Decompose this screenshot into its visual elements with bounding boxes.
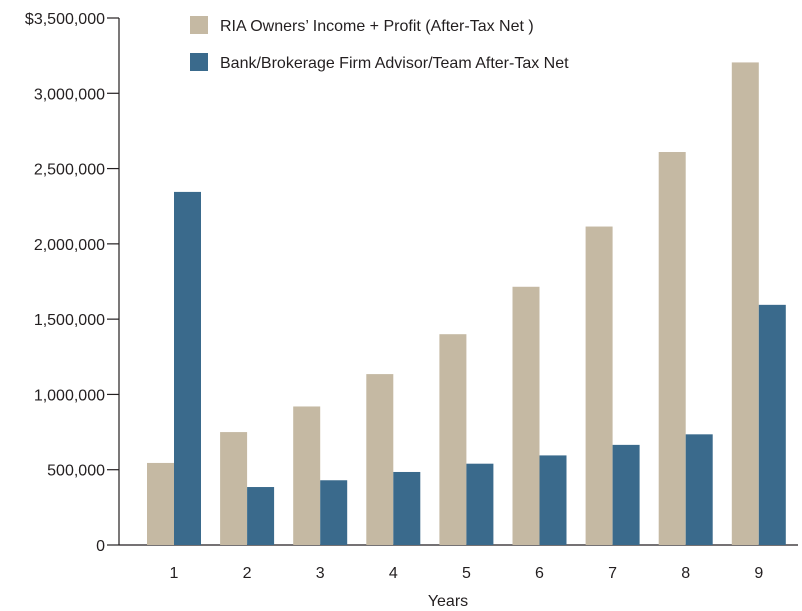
x-tick-label: 4 — [389, 565, 398, 582]
bank-bar — [320, 480, 348, 545]
bank-bar — [466, 463, 494, 545]
ria-bar — [293, 406, 321, 545]
legend-swatch — [190, 16, 208, 34]
category-group — [731, 62, 786, 545]
category-group — [147, 191, 201, 545]
ria-bar — [512, 286, 540, 545]
category-group — [439, 334, 494, 545]
y-tick-label: $3,500,000 — [25, 11, 105, 28]
legend-item: RIA Owners’ Income + Profit (After-Tax N… — [190, 16, 534, 35]
ria-bar — [439, 334, 467, 545]
category-group — [220, 432, 275, 545]
x-tick-label: 6 — [535, 565, 544, 582]
y-tick-label: 1,500,000 — [34, 312, 105, 329]
bank-bar — [758, 304, 786, 545]
y-tick-label: 1,000,000 — [34, 387, 105, 404]
y-tick-label: 2,500,000 — [34, 162, 105, 179]
y-tick-label: 500,000 — [47, 463, 105, 480]
bars — [147, 62, 786, 545]
category-group — [512, 286, 567, 545]
x-axis-title: Years — [428, 593, 468, 610]
ria-bar — [366, 374, 394, 545]
bank-bar — [539, 455, 567, 545]
legend-label: Bank/Brokerage Firm Advisor/Team After-T… — [220, 55, 569, 72]
x-tick-label: 8 — [681, 565, 690, 582]
y-tick-label: 2,000,000 — [34, 237, 105, 254]
y-tick-label: 3,000,000 — [34, 86, 105, 103]
legend-item: Bank/Brokerage Firm Advisor/Team After-T… — [190, 53, 569, 72]
bank-bar — [612, 444, 640, 545]
x-tick-label: 5 — [462, 565, 471, 582]
y-axis: 0 500,000 1,000,000 1,500,000 2,000,000 2,500… — [25, 11, 120, 555]
ria-bar — [731, 62, 759, 545]
legend: RIA Owners’ Income + Profit (After-Tax N… — [190, 16, 569, 72]
x-tick-label: 9 — [754, 565, 763, 582]
legend-label: RIA Owners’ Income + Profit (After-Tax N… — [220, 18, 534, 35]
ria-bar — [658, 152, 686, 545]
category-group — [658, 152, 713, 545]
x-tick-label: 3 — [316, 565, 325, 582]
x-tick-label: 2 — [243, 565, 252, 582]
bank-bar — [685, 434, 713, 545]
ria-bar — [147, 462, 174, 545]
bank-bar — [393, 471, 421, 545]
y-tick-label: 0 — [96, 538, 105, 555]
x-tick-label: 7 — [608, 565, 617, 582]
bank-bar — [247, 487, 275, 545]
legend-swatch — [190, 53, 208, 71]
x-tick-label: 1 — [170, 565, 179, 582]
category-group — [366, 374, 421, 545]
ria-bar — [220, 432, 248, 545]
category-group — [585, 226, 640, 545]
category-group — [293, 406, 348, 545]
bank-bar — [174, 191, 201, 545]
ria-bar — [585, 226, 613, 545]
x-axis: 1 2 3 4 5 6 7 8 9 — [119, 544, 798, 582]
